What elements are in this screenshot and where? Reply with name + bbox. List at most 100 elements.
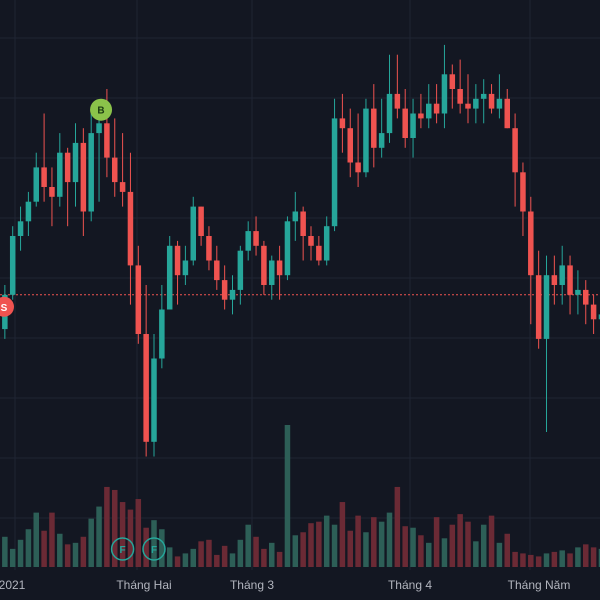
volume-bar [323,515,330,567]
candle-body [488,93,495,109]
buy-marker-label: B [97,106,104,117]
volume-bar [182,553,189,567]
candle-body [323,226,330,261]
volume-bar [9,548,16,567]
volume-bar [104,486,110,567]
volume-bar [504,533,510,567]
candle-body [127,191,134,266]
candle-body [17,221,24,236]
volume-bar [433,517,440,567]
volume-bar [355,515,361,567]
candle-body [151,358,157,442]
candle-body [143,334,149,442]
volume-bar [371,517,377,567]
volume-bar [449,524,456,567]
volume-bar [316,521,322,567]
candle-body [237,250,244,290]
candle-body [198,206,204,236]
candle-body [292,211,299,222]
volume-bar [72,542,79,567]
candle-body [378,133,385,148]
candle-body [590,304,597,320]
candle-body [245,231,251,251]
volume-bar [159,529,165,567]
candle-body [308,236,314,246]
candle-body [543,275,550,339]
volume-bar [25,529,32,567]
candle-body [49,187,55,197]
candle-body [449,74,456,89]
candle-body [276,260,283,276]
volume-bar [331,524,338,567]
volume-bar [2,536,8,567]
volume-bar [245,524,251,567]
volume-bar [426,542,432,567]
candle-body [559,265,565,285]
candle-body [80,142,87,212]
volume-bar [386,512,393,567]
candle-body [88,133,94,212]
candle-body [583,289,589,305]
volume-bar [496,542,503,567]
volume-bar [269,542,275,567]
volume-bar [410,527,416,567]
candle-body [567,265,573,295]
candle-body [551,275,558,285]
candle-body [300,211,306,236]
volume-bar [567,553,573,567]
volume-bar [308,523,314,567]
volume-bar [394,486,401,567]
volume-bar [190,548,196,567]
volume-bar [166,547,173,567]
candle-body [64,152,71,183]
volume-bar [214,554,220,567]
volume-bar [575,547,581,567]
volume-bar [229,553,236,567]
candle-body [214,260,220,281]
candle-body [394,93,401,109]
volume-bar [457,514,463,567]
candle-body [41,167,47,187]
candle-body [119,182,126,192]
volume-bar [590,547,597,567]
candle-body [33,167,39,202]
candle-body [135,265,142,334]
x-tick-label: 2021 [0,578,26,592]
volume-bar [418,535,424,567]
volume-bar [520,553,526,567]
volume-bar [488,515,495,567]
volume-bar [127,509,134,567]
volume-bar [598,548,600,567]
sell-marker-label: S [1,303,8,314]
candle-body [528,211,534,276]
volume-bar [402,526,408,567]
volume-bar [559,550,565,567]
candle-body [418,113,424,119]
candle-body [174,245,181,276]
volume-bar [339,502,346,567]
candle-body [25,201,32,222]
volume-bar [583,544,589,567]
flag-marker [142,537,166,561]
candle-body [363,108,369,173]
candle-body [465,103,471,109]
candle-body [575,289,581,295]
candle-body [316,245,322,261]
volume-bar [543,553,550,567]
candle-body [331,118,338,227]
volume-bar [135,499,142,567]
candle-body [496,98,503,109]
volume-bar [253,536,259,567]
volume-bar [33,512,39,567]
volume-bar [261,548,267,567]
candle-body [284,221,291,276]
candle-body [371,108,377,148]
volume-bar [363,532,369,567]
volume-bar [174,556,181,567]
flag-marker-label: F [151,545,157,556]
flag-marker [110,537,135,561]
volume-bar [198,541,204,567]
candle-body [221,280,228,300]
